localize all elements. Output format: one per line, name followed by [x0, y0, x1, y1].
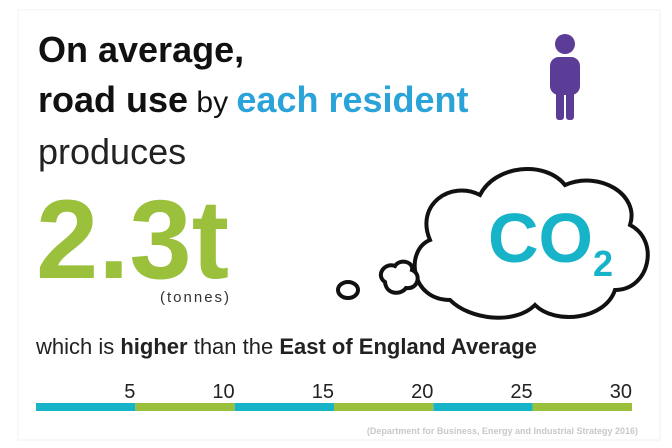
scale-label: 25: [510, 381, 532, 403]
scale-label: 10: [212, 381, 234, 403]
emphasis: East of England Average: [279, 334, 537, 359]
source: (Department for Business, Energy and Ind…: [367, 426, 638, 436]
scale-label: 5: [124, 381, 135, 403]
text: than the: [188, 334, 280, 359]
scale-label: 15: [312, 381, 334, 403]
text: by: [188, 86, 236, 119]
subscript: 2: [593, 243, 613, 284]
headline-line: road use by each resident: [38, 79, 469, 120]
comparison: which is higher than the East of England…: [35, 334, 537, 359]
scale-segment: [334, 403, 434, 411]
frame: [17, 9, 661, 441]
scale-segment: [36, 403, 136, 411]
scale-segment: [135, 403, 235, 411]
text: which is: [35, 334, 120, 359]
thought-cloud: [336, 167, 650, 320]
headline-line: On average,: [38, 29, 244, 70]
emphasis: each resident: [236, 79, 468, 120]
scale-label: 20: [411, 381, 433, 403]
scale-segment: [433, 403, 533, 411]
person-icon: [550, 34, 580, 120]
scale-segment: [234, 403, 334, 411]
unit: (tonnes): [160, 289, 231, 306]
headline-line: produces: [38, 131, 186, 172]
emphasis: road use: [38, 79, 188, 120]
amount: 2.3t: [36, 177, 229, 302]
scale-label: 30: [610, 381, 632, 403]
emphasis: higher: [120, 334, 188, 359]
gas: CO2: [488, 199, 613, 284]
scale-segment: [532, 403, 632, 411]
scale: 5 10 15 20 25 30: [36, 381, 632, 411]
gas-formula: CO: [488, 199, 593, 277]
